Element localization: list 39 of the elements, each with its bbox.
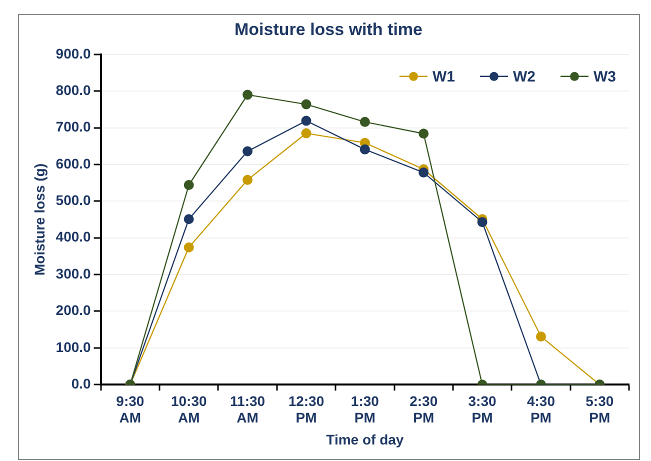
y-axis-title: Moisture loss (g) [31, 163, 48, 276]
point [477, 217, 488, 228]
y-tick-label: 600.0 [56, 155, 92, 172]
x-tick-label: 11:30 AM [230, 392, 266, 426]
point [301, 116, 312, 126]
x-tick-label: 4:30 PM [526, 392, 556, 426]
x-tick-label: 12:30 PM [288, 392, 324, 426]
chart-title: Moisture loss with time [234, 20, 422, 39]
x-tick-label: 9:30 AM [116, 392, 144, 426]
point [360, 144, 370, 154]
x-tick-label: 5:30 PM [586, 392, 614, 426]
x-tick-label: 10:30 AM [170, 392, 207, 426]
y-tick-label: 200.0 [56, 302, 92, 318]
legend-label: W2 [513, 68, 536, 86]
point [242, 146, 253, 156]
y-tick-label: 400.0 [56, 228, 92, 245]
x-tick-label: 1:30 PM [350, 392, 380, 426]
y-tick-label: 0.0 [71, 375, 92, 392]
point [184, 180, 194, 190]
y-tick-label: 800.0 [56, 82, 92, 98]
y-tick-label: 700.0 [56, 118, 92, 135]
point [184, 214, 194, 224]
point [242, 174, 253, 185]
y-tick-label: 900.0 [56, 45, 92, 62]
y-tick-label: 100.0 [56, 338, 92, 355]
y-tick-label: 500.0 [56, 192, 92, 208]
y-tick-label: 300.0 [56, 265, 92, 282]
x-tick-label: 3:30 PM [468, 392, 497, 426]
point [418, 128, 429, 139]
point [360, 116, 370, 127]
x-tick-label: 2:30 PM [410, 392, 438, 426]
point [301, 99, 312, 110]
legend-label: W3 [594, 68, 616, 86]
legend-label: W1 [432, 68, 455, 86]
point [242, 90, 253, 100]
point [418, 168, 429, 178]
point [184, 242, 194, 252]
point [301, 128, 312, 138]
x-axis-title: Time of day [326, 431, 404, 448]
